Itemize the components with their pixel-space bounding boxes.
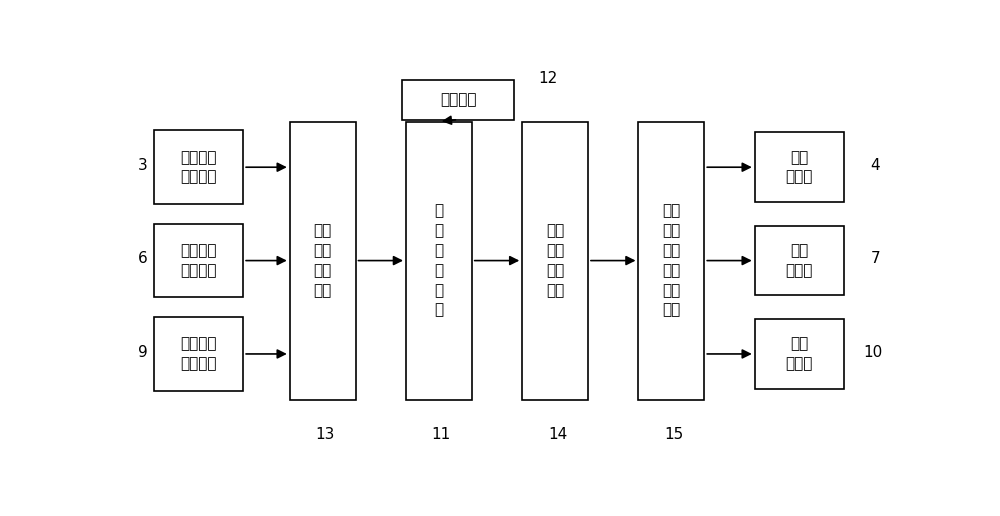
- Text: 第一
压电片: 第一 压电片: [786, 150, 813, 185]
- Text: 13: 13: [315, 427, 335, 442]
- Text: 9: 9: [138, 345, 148, 360]
- Text: 11: 11: [432, 427, 451, 442]
- Bar: [755, 319, 844, 389]
- Bar: [154, 131, 243, 204]
- Bar: [154, 317, 243, 391]
- Text: 电压
同步
开关
阻尼
电路
模块: 电压 同步 开关 阻尼 电路 模块: [662, 204, 680, 317]
- Text: 3: 3: [138, 158, 148, 173]
- Text: 第三加速
度传感器: 第三加速 度传感器: [180, 336, 217, 372]
- Text: 微
控
制
器
模
块: 微 控 制 器 模 块: [434, 204, 443, 317]
- Text: 第三
压电片: 第三 压电片: [786, 336, 813, 372]
- Text: 7: 7: [870, 251, 880, 266]
- Text: 12: 12: [539, 71, 558, 86]
- Bar: [290, 122, 356, 399]
- Bar: [154, 224, 243, 297]
- Bar: [638, 122, 704, 399]
- Text: 电压
放大
电路
模块: 电压 放大 电路 模块: [546, 223, 564, 298]
- Text: 6: 6: [138, 251, 148, 266]
- Bar: [402, 80, 514, 120]
- Text: 14: 14: [548, 427, 567, 442]
- Text: 10: 10: [863, 345, 883, 360]
- Text: 第一加速
度传感器: 第一加速 度传感器: [180, 150, 217, 185]
- Text: 15: 15: [664, 427, 683, 442]
- Text: 信号
调理
电路
模块: 信号 调理 电路 模块: [314, 223, 332, 298]
- Bar: [406, 122, 472, 399]
- Bar: [755, 133, 844, 202]
- Bar: [755, 226, 844, 295]
- Text: 4: 4: [870, 158, 880, 173]
- Text: 第二
压电片: 第二 压电片: [786, 243, 813, 278]
- Bar: [522, 122, 588, 399]
- Text: 第二加速
度传感器: 第二加速 度传感器: [180, 243, 217, 278]
- Text: 电源模块: 电源模块: [440, 92, 477, 107]
